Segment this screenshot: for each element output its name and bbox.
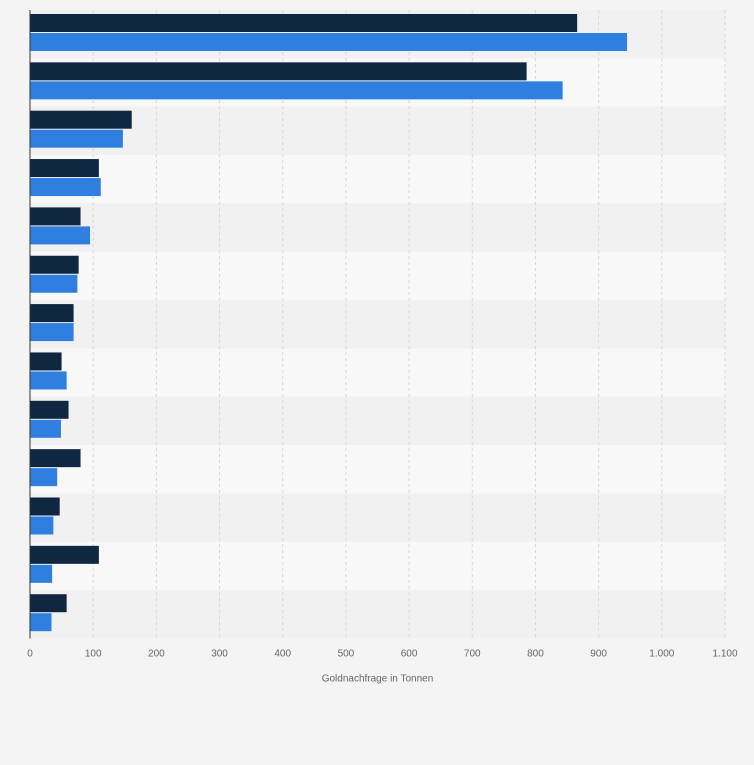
bar [30, 274, 78, 293]
row-band [30, 396, 725, 446]
row-band [30, 300, 725, 349]
row-band [30, 445, 725, 494]
bar [30, 497, 60, 516]
gridlines [92, 10, 726, 639]
row-band [30, 348, 725, 397]
x-tick-labels: 0 100 200 300 400 500 600 700 800 900 1.000 1.100 [27, 649, 738, 660]
x-tick-label: 200 [148, 649, 165, 660]
x-tick-label: 1.100 [712, 649, 737, 660]
bar [30, 226, 91, 245]
x-axis-title: Goldnachfrage in Tonnen [322, 674, 434, 685]
row-band [30, 590, 725, 639]
bar [30, 110, 132, 129]
row-bands [30, 10, 725, 639]
bar [30, 352, 62, 371]
bar [30, 81, 563, 100]
x-tick-label: 800 [527, 649, 544, 660]
x-tick-label: 600 [401, 649, 418, 660]
bar [30, 159, 99, 178]
bar [30, 468, 58, 487]
bar [30, 449, 81, 468]
bar [30, 564, 53, 583]
bar [30, 613, 52, 632]
bar [30, 304, 74, 323]
x-tick-label: 100 [85, 649, 102, 660]
bar [30, 400, 69, 419]
bar [30, 255, 79, 274]
bar [30, 594, 67, 613]
bar [30, 62, 527, 81]
bar [30, 129, 123, 148]
x-tick-label: 700 [464, 649, 481, 660]
x-tick-label: 1.000 [649, 649, 674, 660]
x-tick-label: 900 [590, 649, 607, 660]
bar [30, 371, 67, 390]
row-band [30, 106, 725, 156]
row-band [30, 493, 725, 542]
bar [30, 545, 99, 564]
bar [30, 33, 628, 51]
bar [30, 14, 578, 32]
x-tick-label: 0 [27, 649, 33, 660]
bar [30, 207, 81, 226]
x-tick-label: 300 [211, 649, 228, 660]
row-band [30, 155, 725, 204]
x-tick-label: 400 [274, 649, 291, 660]
x-tick-label: 500 [338, 649, 355, 660]
bar [30, 419, 61, 438]
row-band [30, 203, 725, 252]
bars [30, 14, 628, 632]
bar [30, 178, 101, 197]
bar [30, 323, 74, 342]
row-band [30, 251, 725, 301]
row-band [30, 541, 725, 591]
bar [30, 516, 54, 535]
